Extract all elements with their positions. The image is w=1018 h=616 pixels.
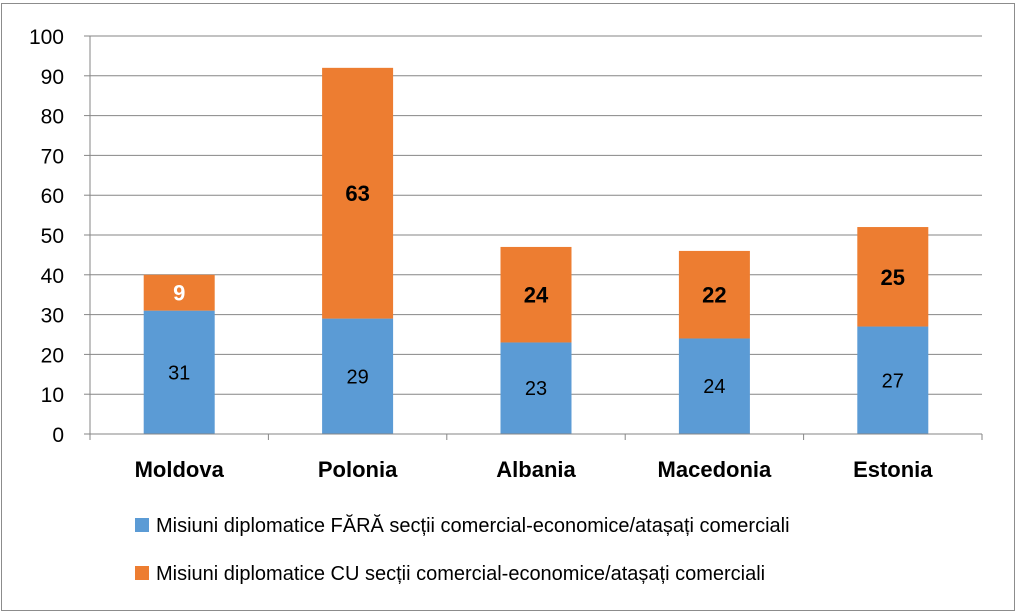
y-tick-label: 70 (41, 145, 64, 168)
x-tick-label: Polonia (318, 457, 398, 482)
legend-label: Misiuni diplomatice CU secții comercial-… (156, 563, 765, 585)
bar-segment-cu (143, 274, 215, 311)
legend-swatch (135, 566, 149, 580)
y-tick-label: 10 (41, 384, 64, 407)
data-label: 9 (173, 281, 185, 306)
y-tick-label: 60 (41, 185, 64, 208)
x-tick-label: Estonia (853, 457, 933, 482)
y-tick-labels: 0 10 20 30 40 50 60 70 80 90 100 (29, 26, 64, 447)
y-tick-label: 40 (41, 265, 64, 288)
legend-swatch (135, 518, 149, 532)
y-tick-label: 50 (41, 225, 64, 248)
bar-segment-cu (322, 67, 394, 319)
y-tick-label: 100 (29, 26, 64, 49)
bars (143, 67, 929, 434)
y-tick-label: 0 (52, 424, 64, 447)
bar-segment-cu (857, 227, 929, 327)
y-tick-label: 20 (41, 344, 64, 367)
y-tick-label: 90 (41, 66, 64, 89)
data-label: 24 (524, 283, 549, 308)
y-tick-label: 80 (41, 106, 64, 129)
bar-segment-fara (500, 342, 572, 434)
data-label: 23 (525, 378, 547, 400)
legend: Misiuni diplomatice FĂRĂ secții comercia… (135, 514, 790, 585)
data-label: 22 (702, 283, 726, 308)
x-tick-labels: Moldova Polonia Albania Macedonia Estonia (135, 457, 934, 482)
x-tick-label: Albania (496, 457, 576, 482)
axes (84, 35, 983, 440)
legend-label: Misiuni diplomatice FĂRĂ secții comercia… (156, 514, 790, 537)
data-labels: 31 9 29 63 23 24 24 22 27 25 (168, 181, 905, 400)
x-tick-label: Moldova (135, 457, 225, 482)
data-label: 29 (346, 366, 368, 388)
data-label: 27 (882, 370, 904, 392)
data-label: 63 (345, 181, 369, 206)
bar-segment-fara (322, 318, 394, 434)
bar-segment-cu (678, 250, 750, 339)
data-label: 24 (703, 376, 725, 398)
x-tick-label: Macedonia (658, 457, 772, 482)
bar-segment-fara (143, 310, 215, 434)
bar-segment-cu (500, 246, 572, 343)
data-label: 25 (881, 265, 905, 290)
gridlines (90, 35, 982, 395)
y-tick-label: 30 (41, 305, 64, 328)
bar-segment-fara (678, 338, 750, 434)
data-label: 31 (168, 362, 190, 384)
bar-segment-fara (857, 326, 929, 434)
